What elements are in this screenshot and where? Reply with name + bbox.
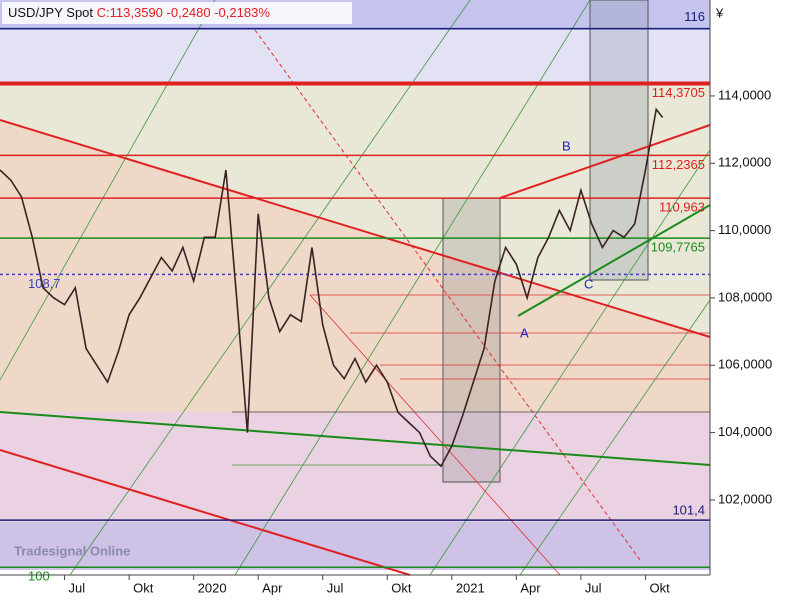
level-label: 110,963 (659, 200, 705, 215)
level-label: 116 (684, 9, 705, 24)
y-tick-label: 106,0000 (718, 357, 772, 372)
x-tick-label: Apr (520, 580, 541, 595)
fan-line (519, 299, 711, 576)
x-tick-label: Apr (262, 580, 283, 595)
title-text: USD/JPY Spot (8, 5, 93, 20)
box (442, 197, 501, 483)
title: USD/JPY Spot C:113,3590 -0,2480 -0,2183% (8, 5, 270, 20)
zones (0, 0, 710, 570)
quote: C:113,3590 -0,2480 -0,2183% (97, 5, 271, 20)
level-label: 108,7 (28, 276, 61, 291)
y-tick-label: 108,0000 (718, 289, 772, 304)
ticks: 102,0000 104,0000 106,0000 108,0000 110,0000… (64, 87, 772, 595)
fan-line (234, 0, 591, 576)
x-tick-label: Okt (133, 580, 154, 595)
y-tick-label: 102,0000 (718, 491, 772, 506)
x-tick-label: 2021 (456, 580, 485, 595)
y-tick-label: 112,0000 (718, 155, 771, 170)
level-label: 101,4 (672, 503, 705, 518)
x-tick-label: Jul (69, 580, 86, 595)
price (0, 107, 664, 468)
currency: ¥ (715, 5, 724, 20)
level-label: 114,3705 (652, 85, 705, 100)
x-tick-label: Jul (327, 580, 344, 595)
annotation: C (584, 276, 593, 291)
trend-line (517, 204, 711, 317)
level-label: 112,2365 (652, 157, 705, 172)
annotation: B (562, 138, 571, 153)
fib-line (309, 294, 561, 576)
drawings (0, 0, 711, 576)
level-label: 100 (28, 569, 50, 584)
zone (0, 120, 710, 412)
header-bg (2, 2, 352, 24)
annotation: A (520, 325, 529, 340)
y-tick-label: 110,0000 (718, 222, 771, 237)
x-tick-label: 2020 (198, 580, 227, 595)
price-line (0, 107, 664, 468)
fan-line (0, 0, 216, 381)
trend-line (0, 411, 711, 466)
zone (0, 412, 710, 522)
fan-line (69, 0, 471, 576)
levels: 116 114,3705 112,2365 110,963 109,7765 108,7 1… (0, 9, 710, 584)
zone (0, 30, 710, 84)
zone (0, 522, 710, 570)
trend-line (0, 449, 411, 576)
level-label: 109,7765 (651, 240, 705, 255)
trend-line (0, 119, 711, 338)
y-tick-label: 104,0000 (718, 424, 772, 439)
logo: Tradesignal Online (14, 543, 130, 558)
x-tick-label: Okt (391, 580, 412, 595)
x-tick-label: Okt (649, 580, 670, 595)
x-tick-label: Jul (585, 580, 602, 595)
y-tick-label: 114,0000 (718, 87, 771, 102)
trend-line (499, 124, 711, 199)
fan-line (429, 149, 711, 576)
